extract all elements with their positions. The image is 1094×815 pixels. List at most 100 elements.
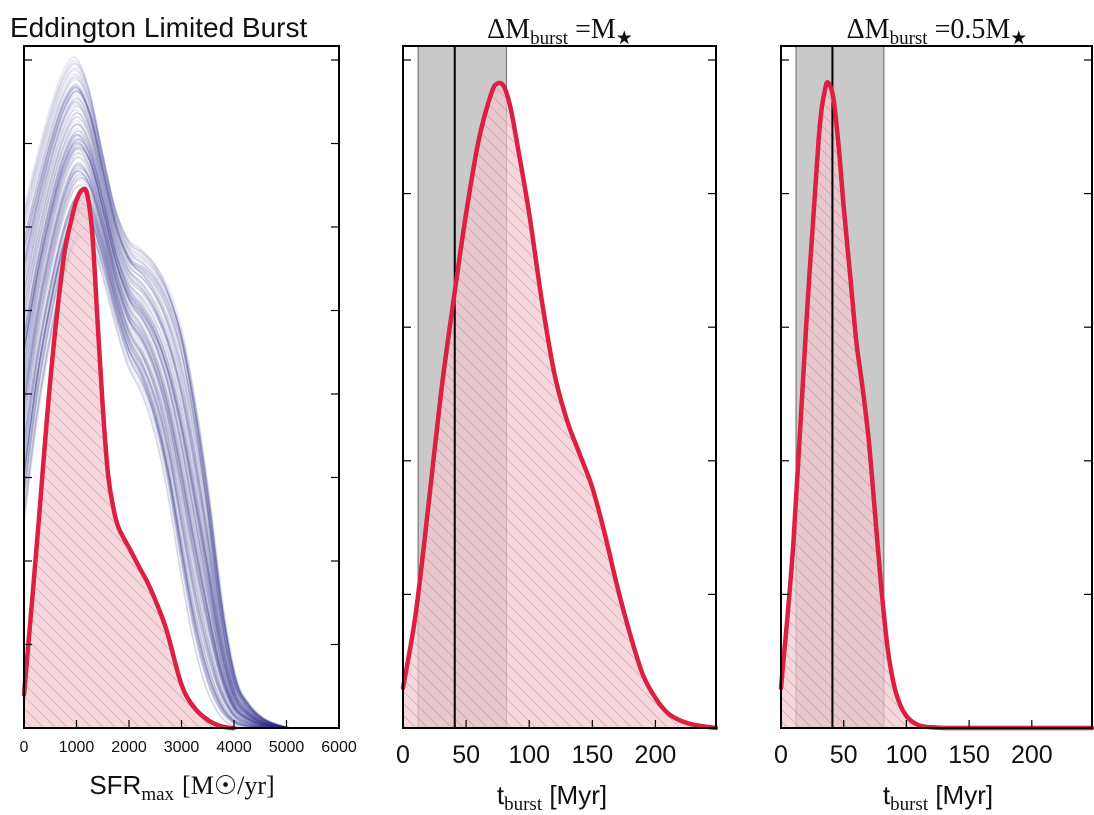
bootstrap-curve: [23, 147, 290, 729]
bootstrap-curve: [23, 195, 284, 729]
kde-hatch: [24, 188, 234, 729]
x-tick-label: 4000: [216, 739, 252, 756]
bootstrap-curve: [23, 196, 287, 729]
bootstrap-curve: [23, 86, 287, 729]
bootstrap-curve: [23, 123, 289, 729]
bootstrap-curve: [23, 185, 283, 729]
bootstrap-curve: [23, 109, 285, 729]
bootstrap-curve: [23, 104, 284, 729]
bootstrap-curve: [23, 123, 285, 729]
bootstrap-curve: [23, 133, 283, 729]
bootstrap-curve: [23, 148, 283, 729]
bootstrap-curve: [23, 84, 290, 729]
panel-1-frame: [23, 45, 340, 729]
bootstrap-curve: [23, 183, 285, 729]
bootstrap-curve: [23, 99, 285, 729]
bootstrap-curve: [23, 168, 290, 729]
panel-2-title: ΔMburst =M★: [487, 14, 633, 49]
bootstrap-curve: [23, 198, 286, 729]
bootstrap-curve: [23, 111, 287, 729]
bootstrap-curve: [23, 67, 288, 729]
x-tick-label: 1000: [59, 739, 95, 756]
x-tick-label: 5000: [269, 739, 305, 756]
bootstrap-curve: [23, 141, 284, 729]
bootstrap-curve: [23, 164, 285, 729]
bootstrap-curve: [23, 130, 290, 729]
bootstrap-curve: [23, 105, 291, 729]
panel-3-xlabel: tburst [Myr]: [883, 780, 993, 815]
bootstrap-curve: [23, 96, 288, 729]
bootstrap-curve: [23, 87, 286, 729]
bootstrap-curve: [23, 170, 284, 729]
x-tick-label: 200: [1011, 741, 1053, 769]
bootstrap-curve: [23, 153, 285, 729]
bootstrap-curve: [23, 192, 291, 729]
bootstrap-curve: [23, 73, 288, 729]
bootstrap-curve: [23, 101, 284, 729]
panel-3-ticks: 0 50 100 150 200: [774, 59, 1092, 769]
bootstrap-curve: [23, 167, 284, 729]
panel-1-xlabel: SFRmax [M☉/yr]: [89, 770, 274, 805]
bootstrap-curve: [23, 165, 287, 729]
bootstrap-curve: [23, 175, 283, 729]
kde-curve: [21, 186, 237, 731]
bootstrap-curve: [23, 90, 291, 729]
bootstrap-curve: [23, 91, 288, 729]
x-tick-label: 2000: [111, 739, 147, 756]
bootstrap-curve: [23, 138, 287, 729]
bootstrap-curve: [23, 97, 291, 729]
panel-2-ticks: 0 50 100 150 200: [396, 59, 716, 769]
bootstrap-curve: [23, 138, 291, 729]
x-tick-label: 3000: [164, 739, 200, 756]
bootstrap-curve: [23, 192, 289, 729]
bootstrap-curve: [23, 76, 287, 729]
bootstrap-curve: [23, 90, 290, 729]
bootstrap-curve: [23, 156, 284, 729]
bootstrap-curve: [23, 179, 283, 729]
bootstrap-curve: [23, 87, 291, 729]
bootstrap-curve: [23, 173, 288, 729]
x-tick-label: 0: [396, 741, 410, 769]
bootstrap-curve: [23, 177, 289, 729]
kde-curve: [400, 80, 719, 731]
bootstrap-curve: [23, 120, 284, 729]
bootstrap-curve: [23, 123, 291, 729]
bootstrap-curve: [23, 151, 283, 729]
bootstrap-curve: [23, 207, 283, 729]
x-tick-label: 0: [20, 739, 29, 756]
bootstrap-curve: [23, 94, 285, 729]
bootstrap-curve: [23, 59, 286, 729]
panel-3-plot: [778, 46, 1094, 731]
x-tick-label: 200: [635, 741, 677, 769]
bootstrap-curve: [23, 162, 289, 729]
panel-2: ΔMburst =M★ 0 50 100 150 200 tburst [Myr]: [396, 14, 719, 815]
bootstrap-curve: [23, 101, 285, 729]
bootstrap-curve: [23, 141, 285, 729]
panel-2-xlabel: tburst [Myr]: [497, 780, 607, 815]
bootstrap-curve: [23, 170, 283, 729]
bootstrap-curve: [23, 86, 290, 729]
bootstrap-curve: [23, 56, 283, 729]
bootstrap-curve: [23, 78, 291, 729]
x-tick-label: 150: [571, 741, 613, 769]
bootstrap-curve: [23, 133, 289, 729]
panel-1-title: Eddington Limited Burst: [10, 12, 308, 43]
bootstrap-curve: [23, 138, 289, 729]
x-tick-label: 100: [886, 741, 928, 769]
bootstrap-curve: [23, 164, 286, 729]
bootstrap-curve: [23, 146, 289, 729]
bootstrap-curve: [23, 196, 291, 729]
bootstrap-curve: [23, 127, 286, 729]
bootstrap-curve: [23, 136, 286, 729]
bootstrap-curve: [23, 116, 288, 729]
x-tick-label: 6000: [321, 739, 357, 756]
bootstrap-curve: [23, 142, 289, 729]
panel-2-plot: [400, 46, 719, 731]
bootstrap-curve: [23, 203, 285, 729]
bootstrap-curve: [23, 173, 289, 729]
bootstrap-curve: [23, 144, 286, 729]
bootstrap-curve: [23, 134, 285, 729]
bootstrap-curve: [23, 83, 289, 729]
bootstrap-curve: [23, 69, 287, 729]
panel-1: Eddington Limited Burst 0 1000 2000 3000 400…: [10, 12, 357, 805]
